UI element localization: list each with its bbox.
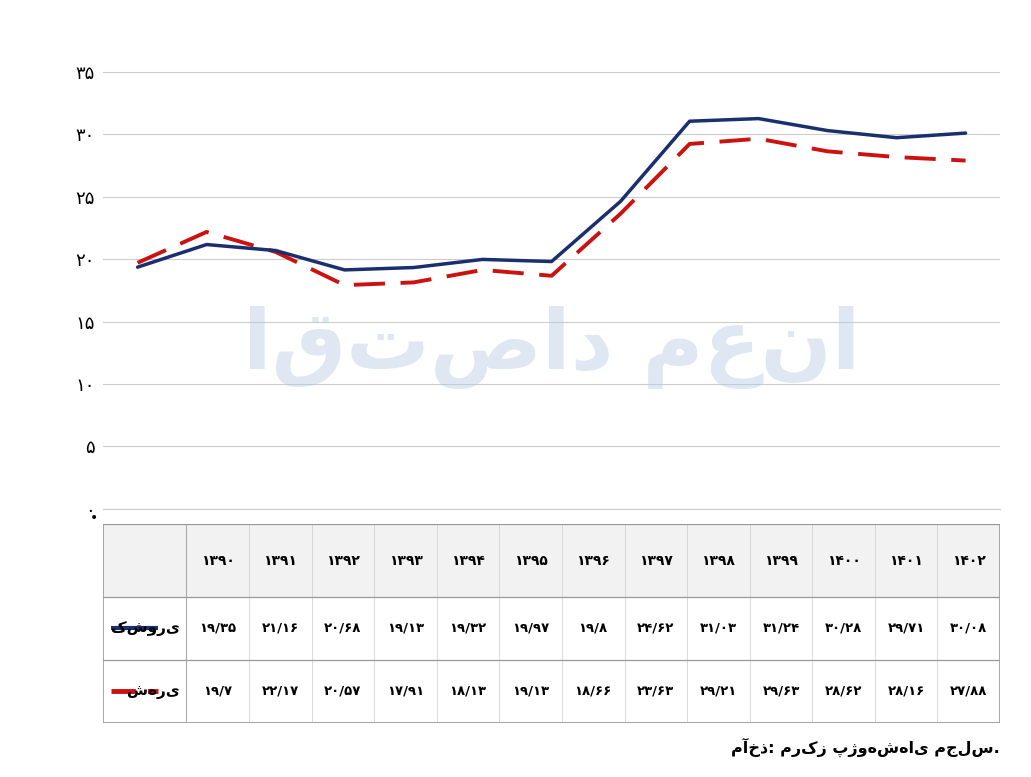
Bar (103, 660, 1000, 723)
Text: ۳۰/۰۸: ۳۰/۰۸ (951, 622, 988, 635)
Text: ۲۸/۱۶: ۲۸/۱۶ (888, 685, 925, 698)
Text: ۱۳۹۰: ۱۳۹۰ (201, 554, 235, 568)
Text: ۲۰/۵۷: ۲۰/۵۷ (324, 685, 362, 698)
Text: ۳۱/۲۴: ۳۱/۲۴ (763, 622, 800, 635)
Text: ۲۰/۶۸: ۲۰/۶۸ (324, 622, 362, 635)
Text: ۱۸/۱۳: ۱۸/۱۳ (450, 685, 487, 698)
Text: ۱۴۰۲: ۱۴۰۲ (952, 554, 986, 568)
Text: ۲۸/۶۲: ۲۸/۶۲ (825, 685, 862, 698)
Text: ۱۴۰۰: ۱۴۰۰ (827, 554, 861, 568)
Text: ۲۹/۲۱: ۲۹/۲۱ (700, 685, 737, 698)
Text: ۲۹/۶۳: ۲۹/۶۳ (762, 685, 800, 698)
Text: ۱۷/۹۱: ۱۷/۹۱ (387, 685, 424, 698)
Text: مآخذ: مرکز پژوهش‌های مجلس.: مآخذ: مرکز پژوهش‌های مجلس. (731, 738, 1000, 757)
Text: ۲۹/۷۱: ۲۹/۷۱ (888, 622, 925, 635)
Text: ۱۳۹۷: ۱۳۹۷ (639, 554, 673, 568)
Text: ۱۹/۷: ۱۹/۷ (203, 685, 232, 698)
Text: ۱۳۹۴: ۱۳۹۴ (452, 554, 485, 568)
Text: ۲۱/۱۶: ۲۱/۱۶ (262, 622, 299, 635)
Text: ۳۰/۲۸: ۳۰/۲۸ (825, 622, 862, 635)
Text: ۱۹/۱۳: ۱۹/۱۳ (387, 622, 424, 635)
Text: ۱۳۹۶: ۱۳۹۶ (576, 554, 610, 568)
Text: شهری: شهری (127, 684, 180, 699)
Text: ۱۹/۳۲: ۱۹/۳۲ (450, 622, 487, 635)
Text: ۱۳۹۸: ۱۳۹۸ (701, 554, 735, 568)
Text: ۱۸/۶۶: ۱۸/۶۶ (574, 685, 611, 698)
Text: ۱۳۹۵: ۱۳۹۵ (513, 554, 547, 568)
Text: ۳۱/۰۳: ۳۱/۰۳ (700, 622, 737, 635)
Text: ۱۳۹۱: ۱۳۹۱ (263, 554, 297, 568)
Text: شکل۱.نمودار روند نرخ فقر از سال ۱۳۹۰ تا سال ۱۴۰۲: شکل۱.نمودار روند نرخ فقر از سال ۱۳۹۰ تا … (217, 13, 814, 32)
Text: •: • (90, 511, 98, 525)
Text: ۲۲/۱۷: ۲۲/۱۷ (262, 685, 299, 698)
Text: ۱۹/۱۳: ۱۹/۱۳ (512, 685, 550, 698)
Text: کشوری: کشوری (111, 621, 180, 636)
Text: ۲۴/۶۲: ۲۴/۶۲ (637, 622, 674, 635)
Text: ۲۳/۶۳: ۲۳/۶۳ (637, 685, 674, 698)
Text: ۱۳۹۲: ۱۳۹۲ (326, 554, 360, 568)
Text: اقتصاد معنا: اقتصاد معنا (243, 305, 860, 388)
Text: ۱۹/۳۵: ۱۹/۳۵ (199, 622, 236, 635)
Text: ۱۴۰۱: ۱۴۰۱ (890, 554, 923, 568)
Text: ۱۳۹۳: ۱۳۹۳ (389, 554, 423, 568)
Text: ۱۹/۹۷: ۱۹/۹۷ (512, 622, 550, 635)
Text: ۲۷/۸۸: ۲۷/۸۸ (951, 685, 988, 698)
Bar (103, 597, 1000, 660)
Text: ۱۳۹۹: ۱۳۹۹ (764, 554, 798, 568)
Text: ۱۹/۸: ۱۹/۸ (578, 622, 608, 635)
Bar (103, 524, 1000, 597)
